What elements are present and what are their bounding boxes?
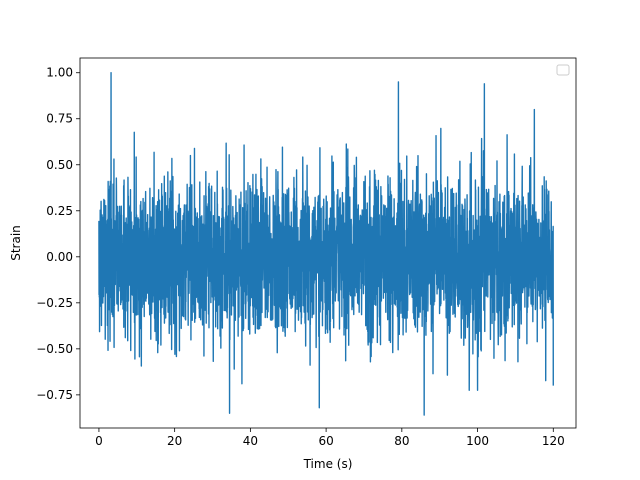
x-tick-label: 40 [243,434,258,448]
series-layer [98,72,554,416]
x-tick-label: 80 [394,434,409,448]
x-tick-label: 60 [318,434,333,448]
y-tick-label: 1.00 [46,66,73,80]
y-axis: −0.75 −0.50 −0.25 0.00 0.25 0.50 0.75 1.00 [36,66,80,402]
y-tick-label: 0.50 [46,158,73,172]
y-tick-label: −0.50 [36,342,73,356]
plot-area-frame [79,57,577,429]
x-tick-label: 0 [95,434,103,448]
y-axis-label: Strain [9,225,23,261]
y-tick-label: 0.75 [46,112,73,126]
strain-series-line [98,72,554,416]
x-axis: 0 20 40 60 80 100 120 [95,428,565,448]
y-tick-label: 0.00 [46,250,73,264]
y-tick-label: 0.25 [46,204,73,218]
y-tick-label: −0.25 [36,296,73,310]
x-axis-label: Time (s) [303,457,353,471]
x-tick-label: 20 [167,434,182,448]
x-tick-label: 120 [542,434,565,448]
legend-box [556,64,570,76]
y-tick-label: −0.75 [36,388,73,402]
x-tick-label: 100 [466,434,489,448]
